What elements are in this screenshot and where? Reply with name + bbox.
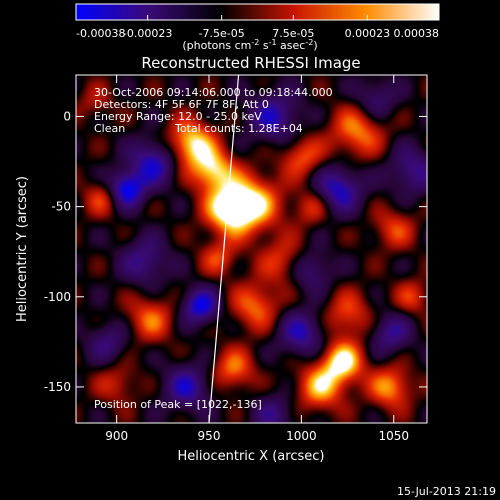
x-tick-label: 1050 bbox=[378, 429, 409, 443]
chart-title: Reconstructed RHESSI Image bbox=[141, 54, 360, 72]
colorbar-unit-label: (photons cm-2 s-1 asec-2) bbox=[182, 38, 317, 52]
x-axis-ticks: 900 950 1000 1050 bbox=[105, 75, 409, 443]
colorbar-tick-label: -0.00038 bbox=[76, 27, 125, 40]
y-axis-label: Heliocentric Y (arcsec) bbox=[15, 176, 30, 322]
annotation-total-counts: Total counts: 1.28E+04 bbox=[174, 122, 303, 135]
colorbar-tick-label: -0.00023 bbox=[123, 27, 172, 40]
y-tick-label: 0 bbox=[63, 109, 71, 123]
colorbar-tick-label: 0.00023 bbox=[345, 27, 391, 40]
y-tick-label: -100 bbox=[44, 290, 71, 304]
colorbar-tick-label: 0.00038 bbox=[394, 27, 440, 40]
annotation-time-range: 30-Oct-2006 09:14:06.000 to 09:18:44.000 bbox=[94, 86, 333, 99]
x-axis-label: Heliocentric X (arcsec) bbox=[178, 449, 325, 464]
x-tick-label: 1000 bbox=[286, 429, 317, 443]
colorbar-bar bbox=[75, 3, 440, 21]
plot-frame bbox=[75, 74, 428, 424]
x-tick-label: 950 bbox=[198, 429, 221, 443]
annotation-clean: Clean bbox=[94, 122, 125, 135]
info-annotations: 30-Oct-2006 09:14:06.000 to 09:18:44.000… bbox=[94, 86, 333, 411]
annotation-peak-position: Position of Peak = [1022,-136] bbox=[94, 398, 262, 411]
annotation-detectors: Detectors: 4F 5F 6F 7F 8F, Att 0 bbox=[94, 98, 269, 111]
y-axis-ticks: 0 -50 -100 -150 bbox=[44, 109, 427, 394]
colorbar-tick-label: -7.5e-05 bbox=[199, 27, 245, 40]
plot-area: 900 950 1000 1050 0 -50 -100 -150 30-Oct-2006 … bbox=[44, 74, 428, 443]
colorbar-ticks: -0.00038-0.00023 -7.5e-05 7.5e-05 0.00023 0.… bbox=[75, 15, 440, 40]
colorbar: -0.00038-0.00023 -7.5e-05 7.5e-05 0.00023 0.… bbox=[75, 3, 440, 52]
annotation-energy-range: Energy Range: 12.0 - 25.0 keV bbox=[94, 110, 262, 123]
y-tick-label: -50 bbox=[51, 200, 71, 214]
y-tick-label: -150 bbox=[44, 380, 71, 394]
footer-timestamp: 15-Jul-2013 21:19 bbox=[397, 485, 496, 498]
limb-line bbox=[208, 75, 240, 423]
colorbar-tick-label: 7.5e-05 bbox=[272, 27, 314, 40]
x-tick-label: 900 bbox=[105, 429, 128, 443]
